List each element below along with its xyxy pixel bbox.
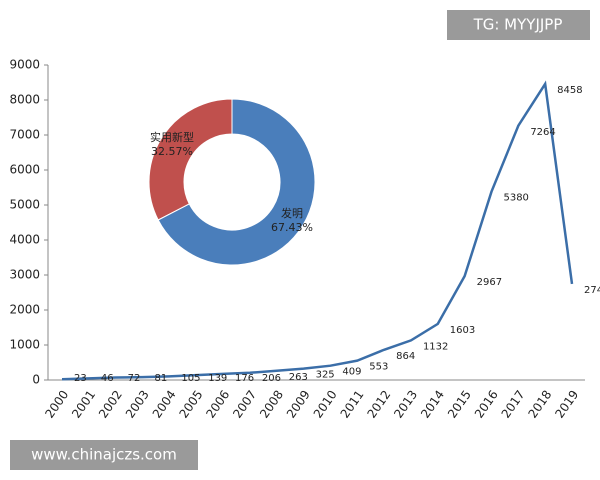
y-tick-label: 6000 <box>9 163 40 177</box>
data-label: 8458 <box>557 85 582 96</box>
donut-slice <box>157 98 316 266</box>
x-tick-label: 2004 <box>150 388 179 421</box>
x-tick-label: 2014 <box>418 388 447 421</box>
data-label: 2745 <box>584 285 600 296</box>
x-tick-label: 2001 <box>69 388 98 421</box>
x-tick-label: 2003 <box>123 388 152 421</box>
data-label: 46 <box>101 373 114 384</box>
data-label: 1132 <box>423 341 448 352</box>
watermark-box <box>10 440 198 470</box>
x-tick-label: 2009 <box>284 388 313 421</box>
x-tick-label: 2006 <box>203 388 232 421</box>
data-label: 206 <box>262 373 281 384</box>
watermark-box <box>447 10 590 40</box>
x-tick-label: 2007 <box>230 388 259 421</box>
data-label: 325 <box>316 370 335 381</box>
x-tick-label: 2010 <box>311 388 340 421</box>
y-tick-label: 0 <box>32 373 40 387</box>
y-tick-label: 7000 <box>9 128 40 142</box>
x-tick-label: 2011 <box>338 388 367 421</box>
x-tick-label: 2016 <box>472 388 501 421</box>
data-label: 176 <box>235 373 254 384</box>
x-tick-label: 2002 <box>96 388 125 421</box>
watermark: www.chinajczs.com <box>31 446 177 464</box>
slice-label: 发明 <box>281 206 303 220</box>
data-label: 553 <box>369 362 388 373</box>
data-label: 7264 <box>530 127 555 138</box>
donut-slice <box>148 98 233 221</box>
data-label: 409 <box>342 367 361 378</box>
x-tick-label: 2015 <box>445 388 474 421</box>
x-tick-label: 2005 <box>177 388 206 421</box>
data-label: 2967 <box>477 277 502 288</box>
y-tick-label: 2000 <box>9 303 40 317</box>
data-label: 5380 <box>503 193 528 204</box>
x-tick-label: 2019 <box>552 388 581 421</box>
y-tick-label: 5000 <box>9 198 40 212</box>
y-tick-label: 9000 <box>9 58 40 72</box>
data-label: 1603 <box>450 325 475 336</box>
data-label: 81 <box>155 373 168 384</box>
data-label: 105 <box>181 373 200 384</box>
x-tick-label: 2000 <box>42 388 71 421</box>
slice-label: 实用新型 <box>150 130 194 144</box>
y-tick-label: 4000 <box>9 233 40 247</box>
data-label: 263 <box>289 372 308 383</box>
x-tick-label: 2013 <box>391 388 420 421</box>
data-label: 864 <box>396 351 415 362</box>
data-label: 139 <box>208 373 227 384</box>
y-tick-label: 8000 <box>9 93 40 107</box>
x-tick-label: 2018 <box>525 388 554 421</box>
x-tick-label: 2008 <box>257 388 286 421</box>
y-tick-label: 3000 <box>9 268 40 282</box>
x-tick-label: 2012 <box>364 388 393 421</box>
watermark: TG: MYYJJPP <box>473 16 563 34</box>
slice-value: 32.57% <box>151 145 193 158</box>
data-label: 72 <box>128 373 141 384</box>
y-tick-label: 1000 <box>9 338 40 352</box>
slice-value: 67.43% <box>271 221 313 234</box>
data-label: 23 <box>74 373 87 384</box>
line <box>61 80 574 381</box>
x-tick-label: 2017 <box>499 388 528 421</box>
